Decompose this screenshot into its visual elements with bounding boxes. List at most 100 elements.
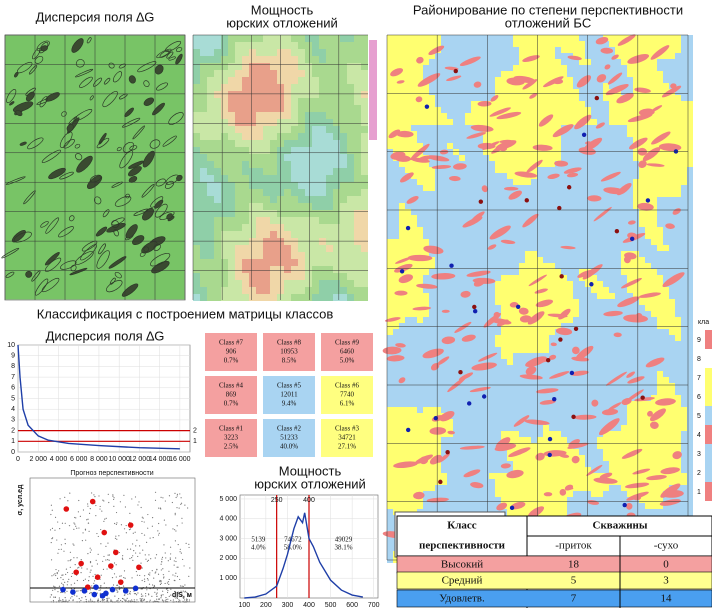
map-cell <box>519 365 525 371</box>
map-cell <box>543 509 549 515</box>
map-cell <box>645 83 651 89</box>
map-cell <box>603 365 609 371</box>
map-cell <box>214 63 221 70</box>
map-cell <box>423 167 429 173</box>
map-cell <box>549 413 555 419</box>
map-cell <box>387 107 393 113</box>
map-cell <box>549 443 555 449</box>
map-cell <box>354 91 361 98</box>
map-cell <box>615 245 621 251</box>
map-cell <box>501 269 507 275</box>
map-cell <box>591 59 597 65</box>
map-cell <box>561 239 567 245</box>
map-cell <box>298 182 305 189</box>
map-cell <box>393 203 399 209</box>
map-cell <box>489 455 495 461</box>
map-cell <box>549 227 555 233</box>
map-cell <box>555 71 561 77</box>
map-cell <box>465 173 471 179</box>
map-cell <box>447 137 453 143</box>
map-cell <box>603 509 609 515</box>
map-cell <box>393 383 399 389</box>
map-cell <box>585 461 591 467</box>
map-cell <box>393 161 399 167</box>
map-cell <box>393 395 399 401</box>
map-cell <box>305 245 312 252</box>
map-cell <box>561 251 567 257</box>
map-cell <box>200 126 207 133</box>
map-cell <box>501 173 507 179</box>
map-cell <box>597 413 603 419</box>
map-cell <box>561 419 567 425</box>
map-cell <box>441 185 447 191</box>
map-cell <box>513 59 519 65</box>
map-cell <box>621 407 627 413</box>
map-cell <box>228 259 235 266</box>
map-cell <box>543 485 549 491</box>
map-cell <box>495 275 501 281</box>
map-cell <box>525 191 531 197</box>
map-cell <box>312 259 319 266</box>
map-cell <box>645 497 651 503</box>
map-cell <box>555 413 561 419</box>
map-cell <box>573 311 579 317</box>
map-cell <box>513 227 519 233</box>
map-cell <box>207 224 214 231</box>
map-cell <box>347 154 354 161</box>
map-cell <box>411 371 417 377</box>
map-cell <box>193 245 200 252</box>
map-cell <box>399 53 405 59</box>
map-cell <box>459 275 465 281</box>
map-cell <box>291 70 298 77</box>
map-cell <box>354 119 361 126</box>
map-cell <box>447 143 453 149</box>
map-cell <box>609 353 615 359</box>
map-cell <box>305 42 312 49</box>
map-cell <box>543 407 549 413</box>
map-cell <box>615 131 621 137</box>
map-cell <box>319 245 326 252</box>
map-cell <box>399 47 405 53</box>
map-cell <box>585 485 591 491</box>
map-cell <box>417 299 423 305</box>
map-cell <box>639 425 645 431</box>
map-cell <box>507 479 513 485</box>
map-cell <box>579 95 585 101</box>
map-cell <box>417 353 423 359</box>
map-cell <box>193 133 200 140</box>
map-cell <box>453 461 459 467</box>
map-cell <box>399 251 405 257</box>
map-cell <box>423 53 429 59</box>
map-cell <box>305 105 312 112</box>
map-cell <box>519 179 525 185</box>
map-cell <box>249 105 256 112</box>
map-cell <box>354 154 361 161</box>
map-cell <box>519 341 525 347</box>
map-cell <box>291 203 298 210</box>
map-cell <box>501 311 507 317</box>
map-cell <box>459 125 465 131</box>
map-cell <box>585 383 591 389</box>
map-cell <box>417 377 423 383</box>
map-cell <box>591 35 597 41</box>
map-cell <box>633 215 639 221</box>
map-cell <box>639 251 645 257</box>
map-cell <box>525 401 531 407</box>
map-cell <box>214 182 221 189</box>
map-cell <box>326 287 333 294</box>
map-cell <box>393 107 399 113</box>
map-cell <box>228 42 235 49</box>
map-cell <box>567 401 573 407</box>
map-cell <box>483 413 489 419</box>
map-cell <box>585 125 591 131</box>
map-cell <box>495 287 501 293</box>
map-cell <box>399 491 405 497</box>
map-cell <box>543 281 549 287</box>
map-cell <box>579 311 585 317</box>
map-cell <box>567 149 573 155</box>
map-cell <box>507 329 513 335</box>
map-cell <box>235 140 242 147</box>
map-cell <box>477 293 483 299</box>
map-cell <box>393 281 399 287</box>
map-cell <box>477 179 483 185</box>
